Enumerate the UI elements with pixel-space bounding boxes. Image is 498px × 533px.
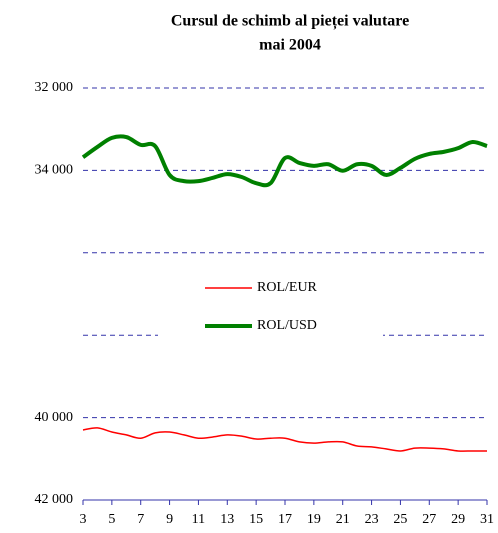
chart-title: Cursul de schimb al pieței valutare	[171, 13, 409, 31]
y-tick-label: 32 000	[35, 80, 74, 95]
x-tick-label: 19	[307, 512, 321, 527]
chart-subtitle: mai 2004	[259, 37, 321, 54]
x-tick-label: 27	[422, 512, 436, 527]
x-tick-label: 13	[220, 512, 234, 527]
x-tick-label: 29	[451, 512, 465, 527]
y-tick-label: 40 000	[35, 410, 74, 425]
x-tick-label: 7	[137, 512, 144, 527]
y-tick-label: 42 000	[35, 492, 74, 507]
x-tick-label: 5	[108, 512, 115, 527]
x-tick-label: 21	[336, 512, 350, 527]
x-tick-label: 9	[166, 512, 173, 527]
x-tick-label: 23	[365, 512, 379, 527]
legend-label: ROL/EUR	[257, 280, 318, 295]
x-tick-label: 17	[278, 512, 292, 527]
legend-label: ROL/USD	[257, 318, 317, 333]
line-series	[82, 427, 487, 452]
x-tick-label: 11	[192, 512, 205, 527]
x-tick-label: 15	[249, 512, 263, 527]
x-tick-label: 31	[480, 512, 494, 527]
x-tick-label: 3	[80, 512, 87, 527]
y-tick-label: 34 000	[35, 163, 74, 178]
line-series	[81, 134, 488, 188]
x-tick-label: 25	[393, 512, 407, 527]
legend-box	[158, 270, 383, 345]
